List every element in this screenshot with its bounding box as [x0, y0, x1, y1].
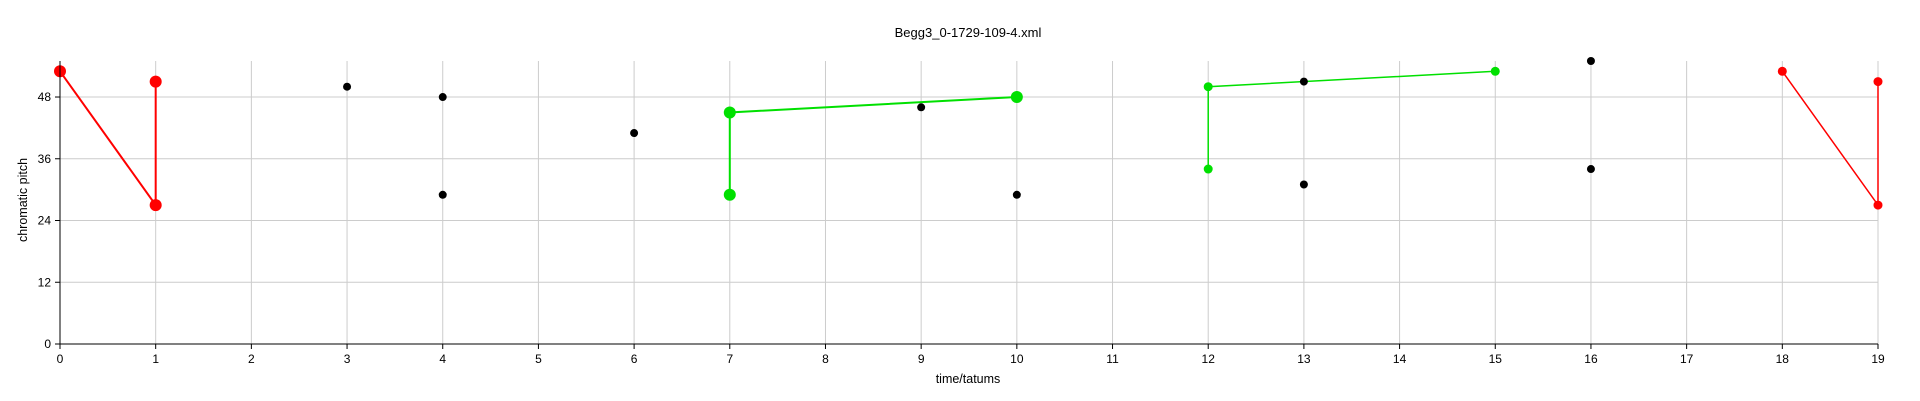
red-motif-2-point	[1777, 66, 1787, 76]
black-point	[630, 129, 639, 138]
x-tick-label: 18	[1776, 352, 1790, 366]
x-tick-label: 4	[439, 352, 446, 366]
red-motif-1-point	[149, 199, 162, 212]
x-tick-label: 12	[1202, 352, 1216, 366]
y-tick-label: 48	[38, 90, 52, 104]
red-motif-2-point	[1873, 77, 1883, 87]
x-tick-labels: 0 1 2 3 4 5 6 7 8 9 10 11 12 13 14 15 16 17 18 19	[57, 352, 1885, 366]
red-motif-2-point	[1873, 200, 1883, 210]
y-tick-label: 12	[38, 275, 52, 289]
black-point	[438, 93, 447, 102]
black-point	[1586, 57, 1595, 65]
green-motif-1-point	[723, 188, 736, 201]
series-lines	[59, 70, 1879, 209]
x-tick-label: 17	[1680, 352, 1694, 366]
x-tick-label: 16	[1584, 352, 1598, 366]
x-tick-label: 3	[344, 352, 351, 366]
red-motif-1-point	[149, 75, 162, 88]
black-point	[1299, 77, 1308, 86]
x-tick-label: 8	[822, 352, 829, 366]
x-tick-label: 19	[1871, 352, 1885, 366]
chart-title: Begg3_0-1729-109-4.xml	[895, 25, 1042, 40]
x-tick-label: 9	[918, 352, 925, 366]
black-point	[917, 103, 926, 112]
x-tick-label: 15	[1489, 352, 1503, 366]
red-motif-1-line	[59, 70, 157, 209]
x-tick-label: 10	[1010, 352, 1024, 366]
black-point	[1012, 190, 1021, 199]
black-point	[1586, 165, 1595, 174]
green-motif-2-point	[1490, 66, 1500, 76]
black-point	[1299, 180, 1308, 189]
y-axis-label: chromatic pitch	[16, 158, 30, 242]
x-axis-label: time/tatums	[936, 372, 1001, 386]
x-tick-label: 0	[57, 352, 64, 366]
green-motif-1-line	[728, 96, 1017, 195]
x-tick-label: 14	[1393, 352, 1407, 366]
black-point	[438, 190, 447, 199]
y-tick-label: 0	[44, 337, 51, 351]
x-tick-label: 11	[1106, 352, 1119, 366]
x-tick-label: 13	[1297, 352, 1311, 366]
x-tick-label: 5	[535, 352, 542, 366]
green-motif-2-line	[1207, 70, 1496, 170]
green-motif-1-point	[1010, 91, 1023, 104]
y-tick-labels: 0 12 24 36 48	[38, 90, 52, 351]
green-motif-1-point	[723, 106, 736, 119]
x-tick-label: 6	[631, 352, 638, 366]
grid	[59, 61, 1879, 344]
x-tick-label: 2	[248, 352, 255, 366]
green-motif-2-point	[1203, 164, 1213, 174]
y-tick-label: 36	[38, 152, 52, 166]
y-tick-label: 24	[38, 214, 52, 228]
red-motif-2-line	[1781, 70, 1879, 208]
black-point	[343, 82, 352, 91]
data-points	[54, 57, 1883, 212]
axes	[55, 61, 1879, 349]
x-tick-label: 1	[152, 352, 159, 366]
x-tick-label: 7	[726, 352, 733, 366]
green-motif-2-point	[1203, 82, 1213, 92]
